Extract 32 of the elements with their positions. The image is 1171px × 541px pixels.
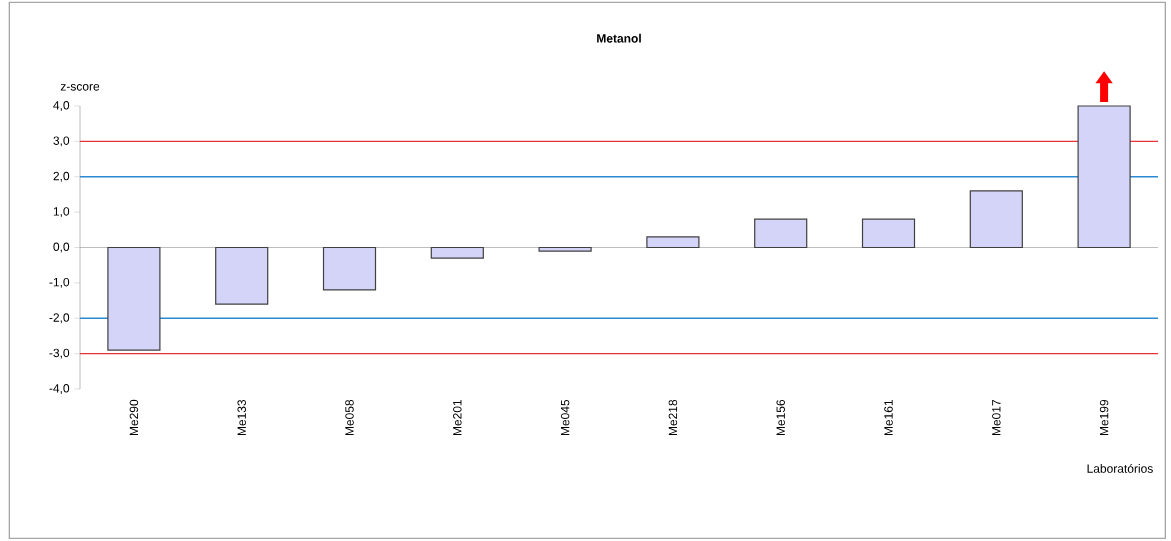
bar (861, 218, 916, 249)
bar (646, 236, 700, 249)
x-tick-label: Me218 (668, 399, 678, 436)
y-tick-label: -1,0 (49, 277, 70, 288)
y-tick-label: 0,0 (53, 242, 70, 253)
bar (215, 246, 269, 305)
x-tick-label: Me201 (453, 399, 462, 436)
x-tick-label: Me045 (560, 399, 570, 436)
bar (1077, 105, 1131, 249)
y-axis-title: z-score (60, 84, 100, 91)
bar (107, 246, 161, 351)
y-tick-label: 2,0 (53, 171, 70, 182)
y-tick-label: -3,0 (49, 348, 70, 359)
x-tick-label: Me133 (237, 399, 246, 436)
x-axis-title: Laboratórios (1087, 463, 1153, 473)
bar (430, 246, 484, 259)
y-tick-label: -4,0 (49, 384, 70, 394)
bar (322, 246, 377, 291)
y-tick-label: 3,0 (53, 136, 70, 147)
x-tick-label: Me290 (129, 399, 139, 436)
y-tick-label: 1,0 (53, 207, 70, 218)
bar (969, 190, 1023, 249)
x-tick-label: Me017 (992, 400, 1001, 436)
x-tick-label: Me161 (884, 399, 893, 436)
chart-title: Metanol (597, 33, 641, 43)
bar (754, 218, 808, 249)
y-tick-label: -2,0 (49, 313, 70, 324)
bar (538, 246, 592, 252)
y-tick-label: 4,0 (53, 101, 70, 111)
x-tick-label: Me058 (345, 399, 354, 436)
x-tick-label: Me199 (1099, 399, 1109, 436)
x-tick-label: Me156 (776, 399, 785, 436)
